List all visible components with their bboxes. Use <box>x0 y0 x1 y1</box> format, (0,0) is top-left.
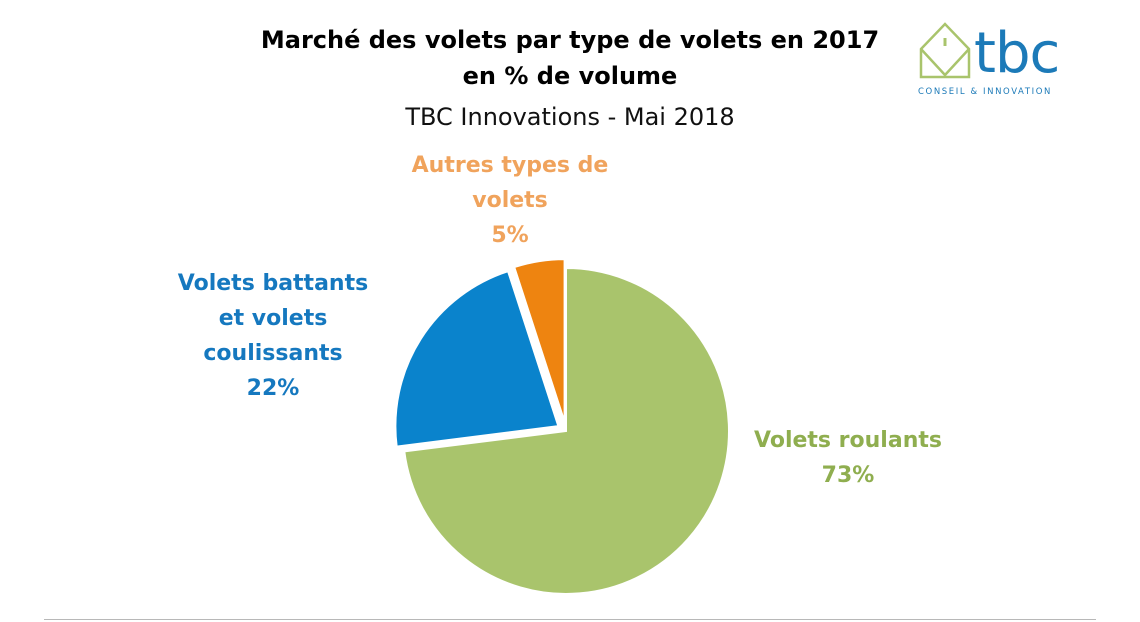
chart-title: Marché des volets par type de volets en … <box>260 26 880 54</box>
slice-label-text: coulissants <box>203 341 343 366</box>
chart-subtitle: TBC Innovations - Mai 2018 <box>405 103 735 131</box>
slice-label-text: Volets roulants <box>754 428 942 453</box>
slice-label-text: Autres types de <box>411 153 609 178</box>
slice-value-label: 73% <box>821 463 875 488</box>
pie-slice-1 <box>394 269 560 448</box>
pie-slice-2 <box>512 258 566 423</box>
slice-value-label: 22% <box>246 376 300 401</box>
chart-title-line2: en % de volume <box>462 62 678 90</box>
slice-label-text: volets <box>472 188 548 213</box>
logo-tagline: CONSEIL & INNOVATION <box>918 87 1052 97</box>
slice-label-text: Volets battants <box>177 271 369 296</box>
slice-label-text: et volets <box>218 306 328 331</box>
house-outline-icon <box>919 22 971 79</box>
slice-value-label: 5% <box>491 223 529 248</box>
pie-slice-0 <box>403 266 730 595</box>
logo-text: tbc <box>974 21 1060 86</box>
footer-divider <box>44 619 1096 620</box>
slice-label-2: Autres types de volets 5% <box>405 148 615 253</box>
slice-label-1: Volets battants et volets coulissants 22% <box>168 266 378 406</box>
slice-label-0: Volets roulants 73% <box>748 423 948 493</box>
